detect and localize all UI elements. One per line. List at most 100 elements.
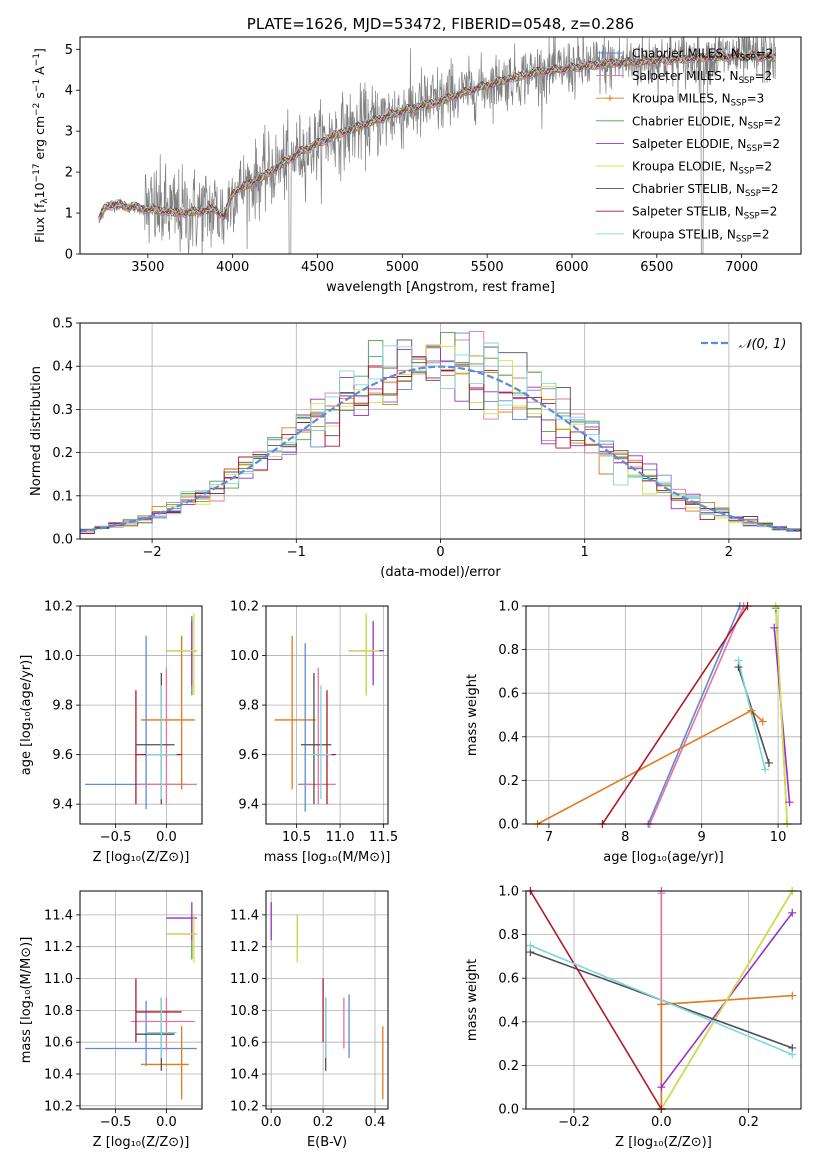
- y-label-part: A: [32, 66, 47, 79]
- x-tick-label: 4500: [301, 260, 334, 275]
- y-label-part: erg cm: [32, 116, 47, 164]
- plot-area: [85, 613, 197, 810]
- axes-frame: [265, 890, 389, 1110]
- y-tick-label: 0.4: [498, 1015, 519, 1030]
- y-tick-label: 9.6: [238, 748, 259, 763]
- x-tick-label: 3500: [131, 260, 164, 275]
- y-tick-label: 0.0: [498, 1103, 519, 1118]
- legend-label: Chabrier ELODIE, N: [632, 114, 748, 128]
- x-tick-label: 7000: [725, 260, 758, 275]
- legend-subscript: SSP: [739, 167, 755, 177]
- y-tick-label: 0.2: [498, 774, 519, 789]
- normal-distribution-curve: [80, 365, 799, 533]
- x-tick-label: −1: [287, 545, 306, 560]
- legend-subscript: SSP: [736, 234, 752, 244]
- y-tick-label: 10.0: [44, 649, 73, 664]
- mass-weight-point: [788, 1050, 797, 1059]
- y-tick-label: 1: [65, 207, 73, 222]
- axes-frame: [79, 322, 802, 540]
- y-tick-label: 10.4: [230, 1067, 259, 1082]
- legend-label: Chabrier STELIB, N: [632, 182, 745, 196]
- x-tick-label: 1: [581, 545, 589, 560]
- y-tick-label: 10.8: [44, 1004, 73, 1019]
- legend-value: =2: [764, 114, 782, 128]
- x-tick-label: 4000: [216, 260, 249, 275]
- y-tick-label: 10.2: [44, 1099, 73, 1114]
- mass-weight-point: [764, 758, 773, 767]
- x-tick-label: −0.2: [558, 1115, 590, 1130]
- y-axis-label: age [log₁₀(age/yr)]: [19, 655, 34, 776]
- x-tick-label: 6500: [640, 260, 673, 275]
- y-axis-label: mass weight: [465, 674, 480, 756]
- y-tick-label: 0.1: [52, 489, 73, 504]
- y-tick-label: 11.0: [44, 972, 73, 987]
- mass-weight-point: [657, 889, 666, 898]
- x-tick-label: 0.2: [313, 1115, 334, 1130]
- y-tick-label: 11.0: [230, 972, 259, 987]
- x-tick-label: 9: [698, 830, 706, 845]
- age-vs-mass-panel: 10.5 11.0 11.5 9.4 9.6 9.8 10.0 10.2 mass [log₁₀…: [230, 600, 398, 866]
- x-tick-label: 11.5: [369, 830, 398, 845]
- x-tick-label: −0.5: [100, 1115, 132, 1130]
- x-axis-label: E(B-V): [307, 1135, 347, 1150]
- y-tick-label: 0.2: [52, 446, 73, 461]
- mass-weight-series: [660, 891, 793, 1109]
- plot-area: [529, 891, 793, 1109]
- legend-entry: Chabrier MILES, NSSP=2: [632, 47, 773, 64]
- y-label-part: Flux [f: [32, 203, 47, 243]
- plot-area: [85, 902, 197, 1100]
- x-tick-label: 5500: [471, 260, 504, 275]
- model-spectrum-line: [98, 49, 776, 217]
- x-tick-label: 0.0: [156, 1115, 177, 1130]
- mass-weight-series: [601, 606, 749, 824]
- legend-value: =2: [762, 137, 780, 151]
- mass-weight-point: [657, 1000, 666, 1009]
- x-axis-label: wavelength [Angstrom, rest frame]: [326, 280, 555, 295]
- legend-value: =2: [754, 160, 772, 174]
- x-tick-label: −2: [143, 545, 162, 560]
- y-tick-label: 3: [65, 125, 73, 140]
- mass-vs-ebv-panel: 0.0 0.2 0.4 10.2 10.4 10.6 10.8 11.0 11.2 11.4 E(B…: [230, 890, 389, 1150]
- mass-weight-point: [788, 908, 797, 917]
- mass-weight-point: [761, 765, 770, 774]
- mass-weight-vs-age-panel: 7 8 9 10 0.0 0.2 0.4 0.6 0.8 1.0 age [log₁₀(age/yr…: [465, 600, 802, 865]
- legend-entry: Salpeter ELODIE, NSSP=2: [632, 137, 780, 154]
- y-tick-label: 0.8: [498, 928, 519, 943]
- mass-weight-series: [647, 606, 741, 824]
- legend-entry: Salpeter MILES, NSSP=2: [632, 69, 772, 86]
- y-label-part: 10: [32, 182, 47, 198]
- chart-title: PLATE=1626, MJD=53472, FIBERID=0548, z=0…: [247, 15, 634, 33]
- mass-weight-series: [530, 944, 793, 1056]
- axes-frame: [79, 36, 802, 255]
- y-tick-label: 0.6: [498, 687, 519, 702]
- y-axis-label: mass [log₁₀(M/M⊙)]: [19, 937, 34, 1064]
- mass-weight-point: [785, 798, 794, 807]
- y-tick-label: 0.3: [52, 403, 73, 418]
- y-tick-label: 9.4: [238, 798, 259, 813]
- y-tick-label: 10.2: [230, 1099, 259, 1114]
- spectrum-panel: 3500 4000 4500 5000 5500 6000 6500 7000 0 1 2 3 4 5 wa…: [32, 15, 802, 295]
- x-axis-label: Z [log₁₀(Z/Z⊙)]: [93, 850, 190, 865]
- y-tick-label: 0.8: [498, 643, 519, 658]
- legend-value: =3: [747, 92, 765, 106]
- y-tick-label: 9.4: [52, 798, 73, 813]
- x-tick-label: 10.5: [282, 830, 311, 845]
- legend-value: =2: [761, 182, 779, 196]
- y-tick-label: 2: [65, 166, 73, 181]
- y-axis-label: mass weight: [465, 959, 480, 1041]
- legend-subscript: SSP: [731, 99, 747, 109]
- y-tick-label: 0.6: [498, 972, 519, 987]
- mass-weight-point: [657, 1083, 666, 1092]
- mass-weight-series: [537, 709, 764, 824]
- x-tick-label: 0.0: [261, 1115, 282, 1130]
- axes-frame: [79, 605, 203, 825]
- legend-subscript: SSP: [739, 76, 755, 86]
- y-tick-label: 0.0: [498, 818, 519, 833]
- y-tick-label: 11.2: [44, 940, 73, 955]
- x-tick-label: 5000: [386, 260, 419, 275]
- y-tick-label: 10.8: [230, 1004, 259, 1019]
- y-tick-label: 11.2: [230, 940, 259, 955]
- legend-value: =2: [756, 47, 774, 61]
- x-axis-label: Z [log₁₀(Z/Z⊙)]: [615, 1135, 712, 1150]
- legend-label: Kroupa MILES, N: [632, 92, 731, 106]
